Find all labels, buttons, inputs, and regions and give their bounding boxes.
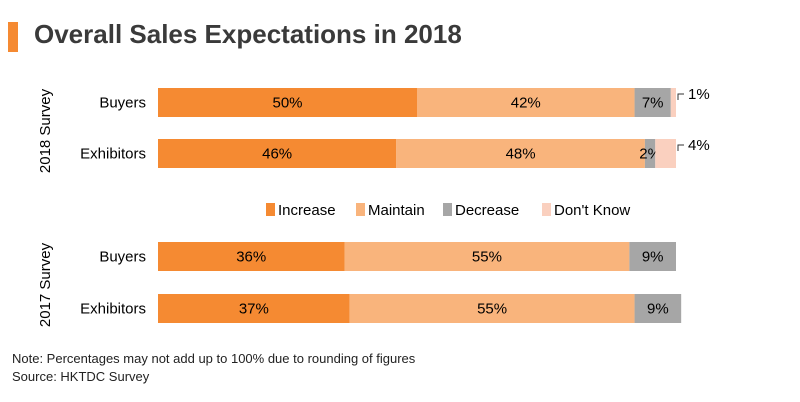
bar-segment-decrease [634, 88, 671, 117]
data-label: 36% [236, 249, 266, 266]
category-label: Exhibitors [80, 301, 146, 318]
bar-segment-increase [158, 88, 417, 117]
bar-segment-increase [158, 294, 350, 323]
bar-segment-increase [158, 242, 345, 271]
data-label: 9% [642, 249, 664, 266]
bar-segment-decrease [644, 139, 656, 168]
legend-entry: Decrease [455, 202, 519, 219]
leader-line [677, 93, 684, 100]
data-label: 4% [688, 137, 710, 154]
bar-segment-maintain [349, 294, 635, 323]
bar-segment-decrease [629, 242, 676, 271]
chart-note: Note: Percentages may not add up to 100%… [12, 351, 416, 366]
data-label: 42% [511, 95, 541, 112]
legend-entry: Increase [278, 202, 336, 219]
bar-segment-decrease [634, 294, 682, 323]
legend-swatch-maintain [356, 203, 365, 216]
data-label: 55% [477, 301, 507, 318]
chart-source: Source: HKTDC Survey [12, 369, 150, 384]
category-label: Exhibitors [80, 146, 146, 163]
data-label: 1% [688, 86, 710, 103]
legend-entry: Don't Know [554, 202, 630, 219]
legend-entry: Maintain [368, 202, 425, 219]
data-label: 37% [239, 301, 269, 318]
legend-swatch-dont-know [542, 203, 551, 216]
data-label: 48% [506, 146, 536, 163]
bar-segment-dont-know [655, 139, 676, 168]
data-label: 7% [642, 95, 664, 112]
legend-swatch-increase [266, 203, 275, 216]
chart-title: Overall Sales Expectations in 2018 [34, 19, 462, 49]
category-label: Buyers [99, 95, 146, 112]
legend-swatch-decrease [443, 203, 452, 216]
group-label: 2017 Survey [37, 242, 54, 327]
bar-segment-dont-know [670, 88, 676, 117]
bar-segment-maintain [396, 139, 645, 168]
title-accent-bar [8, 22, 18, 52]
group-label: 2018 Survey [37, 88, 54, 173]
data-label: 50% [272, 95, 302, 112]
data-label: 55% [472, 249, 502, 266]
bar-segment-increase [158, 139, 397, 168]
data-label: 9% [647, 301, 669, 318]
bar-segment-maintain [344, 242, 630, 271]
category-label: Buyers [99, 249, 146, 266]
data-label: 46% [262, 146, 292, 163]
bar-segment-maintain [417, 88, 635, 117]
leader-line [677, 144, 684, 151]
